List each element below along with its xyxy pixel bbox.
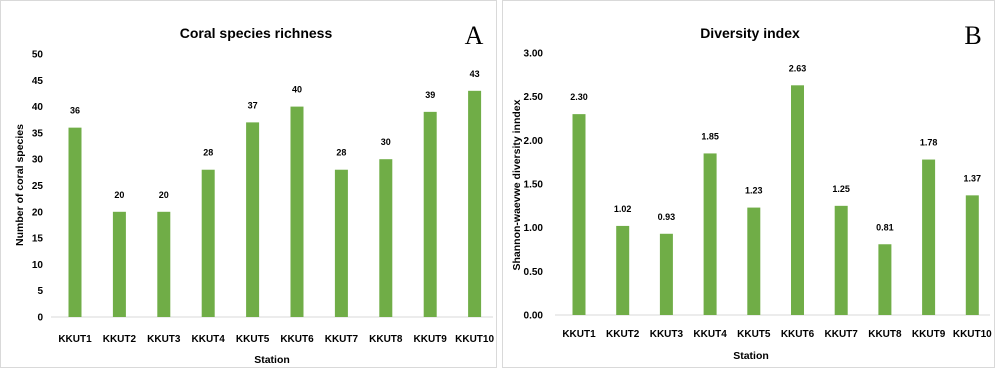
chart-b-data-label: 2.30 [570, 92, 588, 102]
chart-b-title: Diversity index [700, 25, 800, 41]
chart-b-data-label: 1.37 [964, 173, 982, 183]
chart-b-x-tick-label: KKUT5 [737, 329, 771, 340]
chart-b-svg: Diversity index B Station Shannon-waevwe… [511, 21, 993, 362]
chart-b-panel-label: B [964, 21, 981, 50]
chart-b-bar [572, 114, 586, 315]
chart-a-x-tick-label: KKUT8 [369, 334, 403, 345]
chart-a-bar [290, 106, 304, 317]
chart-a-x-tick-label: KKUT6 [280, 334, 314, 345]
chart-b-data-label: 0.81 [876, 222, 894, 232]
chart-a-y-tick-label: 0 [37, 313, 43, 324]
chart-b-y-tick-label: 2.00 [524, 136, 544, 147]
chart-b-x-tick-label: KKUT6 [781, 329, 815, 340]
chart-b-marks: 0.00 0.50 1.00 1.50 2.00 2.50 3.00 2.30 KKUT1 1.0… [524, 49, 993, 341]
chart-a-x-tick-label: KKUT2 [103, 334, 137, 345]
chart-b-y-tick-label: 0.50 [524, 267, 544, 278]
chart-b-x-axis-title: Station [733, 350, 769, 362]
chart-b-y-tick-label: 1.00 [524, 223, 544, 234]
chart-a-bar [201, 169, 215, 317]
chart-a-bar [68, 127, 82, 317]
chart-a-y-tick-label: 40 [32, 102, 44, 113]
chart-b-x-tick-label: KKUT8 [868, 329, 902, 340]
chart-a-x-tick-label: KKUT4 [192, 334, 226, 345]
chart-b-y-axis-title: Shannon-waevwe diversity inndex [511, 99, 523, 270]
chart-b-data-label: 0.93 [658, 212, 676, 222]
chart-a-data-label: 36 [70, 106, 80, 116]
chart-b-bar [791, 85, 804, 316]
chart-a-bar [468, 90, 482, 317]
chart-a-title: Coral species richness [180, 25, 333, 41]
chart-a-y-tick-label: 15 [32, 234, 44, 245]
chart-panel-b: Diversity index B Station Shannon-waevwe… [502, 0, 995, 368]
chart-b-y-tick-label: 1.50 [524, 180, 544, 191]
chart-a-x-tick-label: KKUT7 [325, 334, 359, 345]
chart-panel-a: Coral species richness A Station Number … [0, 0, 497, 368]
chart-a-data-label: 40 [292, 85, 302, 95]
chart-b-data-label: 1.23 [745, 186, 763, 196]
chart-b-y-tick-label: 3.00 [524, 49, 544, 60]
chart-a-data-label: 37 [248, 100, 258, 110]
chart-a-data-label: 43 [470, 69, 480, 79]
chart-a-y-tick-label: 35 [32, 128, 44, 139]
chart-a-data-label: 20 [114, 190, 124, 200]
chart-a-data-label: 39 [425, 90, 435, 100]
chart-a-x-axis-title: Station [254, 354, 290, 366]
chart-a-svg: Coral species richness A Station Number … [14, 21, 495, 366]
chart-b-data-label: 1.78 [920, 138, 938, 148]
chart-a-panel-label: A [465, 21, 484, 50]
chart-b-y-tick-label: 2.50 [524, 92, 544, 103]
chart-b-x-tick-label: KKUT4 [693, 329, 727, 340]
chart-a-bar [112, 211, 126, 317]
chart-b-bar [834, 205, 848, 315]
chart-b-bar [703, 153, 717, 315]
chart-a-x-tick-label: KKUT3 [147, 334, 181, 345]
chart-b-x-tick-label: KKUT10 [953, 329, 992, 340]
chart-b-x-tick-label: KKUT3 [650, 329, 684, 340]
chart-a-data-label: 28 [203, 148, 213, 158]
chart-a-x-tick-label: KKUT10 [455, 334, 494, 345]
chart-a-y-tick-label: 5 [37, 286, 43, 297]
chart-a-x-tick-label: KKUT9 [414, 334, 448, 345]
chart-a-data-label: 30 [381, 137, 391, 147]
chart-a-bar [334, 169, 348, 317]
chart-a-bar [379, 159, 393, 317]
chart-b-bar [747, 207, 761, 315]
chart-a-y-tick-label: 45 [32, 76, 44, 87]
chart-a-y-axis-title: Number of coral species [14, 124, 26, 246]
chart-b-bar [965, 195, 979, 315]
chart-b-bar [922, 159, 936, 315]
chart-b-x-tick-label: KKUT1 [562, 329, 596, 340]
chart-a-data-label: 28 [336, 148, 346, 158]
chart-b-data-label: 1.25 [832, 184, 850, 194]
chart-b-bar [616, 225, 630, 315]
chart-a-bar [157, 211, 171, 317]
chart-b-data-label: 1.85 [701, 131, 719, 141]
chart-a-bar [246, 122, 260, 317]
chart-a-y-tick-label: 20 [32, 207, 44, 218]
chart-a-bar [423, 111, 437, 317]
chart-a-y-tick-label: 25 [32, 181, 44, 192]
chart-a-x-tick-label: KKUT5 [236, 334, 270, 345]
chart-b-bar [878, 244, 892, 315]
chart-a-y-tick-label: 50 [32, 50, 44, 61]
chart-a-marks: 0 5 10 15 20 25 30 35 40 45 50 36 KKUT1 20 KKUT2 20 KKUT… [32, 50, 495, 346]
chart-b-x-tick-label: KKUT2 [606, 329, 640, 340]
chart-b-x-tick-label: KKUT9 [912, 329, 946, 340]
chart-b-bar [659, 233, 673, 315]
chart-a-y-tick-label: 30 [32, 155, 44, 166]
chart-b-y-tick-label: 0.00 [524, 311, 544, 322]
chart-a-y-tick-label: 10 [32, 260, 44, 271]
chart-a-data-label: 20 [159, 190, 169, 200]
chart-b-x-tick-label: KKUT7 [825, 329, 859, 340]
chart-a-x-tick-label: KKUT1 [58, 334, 92, 345]
chart-b-data-label: 2.63 [789, 63, 807, 73]
chart-b-data-label: 1.02 [614, 204, 632, 214]
